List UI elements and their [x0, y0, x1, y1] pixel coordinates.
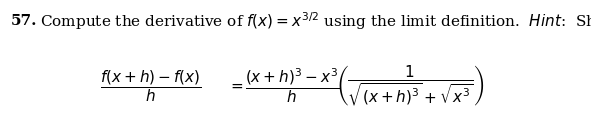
Text: $\dfrac{(x+h)^{3}-x^{3}}{h}$: $\dfrac{(x+h)^{3}-x^{3}}{h}$ — [245, 66, 340, 105]
Text: Compute the derivative of $f(x) = x^{3/2}$ using the limit definition.  $\mathit: Compute the derivative of $f(x) = x^{3/2… — [40, 11, 591, 32]
Text: 57.: 57. — [11, 14, 37, 28]
Text: $\dfrac{f(x+h)-f(x)}{h}$: $\dfrac{f(x+h)-f(x)}{h}$ — [100, 68, 202, 104]
Text: $=$: $=$ — [228, 79, 245, 93]
Text: $\left(\dfrac{1}{\sqrt{(x+h)^{3}}+\sqrt{x^{3}}}\right)$: $\left(\dfrac{1}{\sqrt{(x+h)^{3}}+\sqrt{… — [337, 64, 485, 108]
